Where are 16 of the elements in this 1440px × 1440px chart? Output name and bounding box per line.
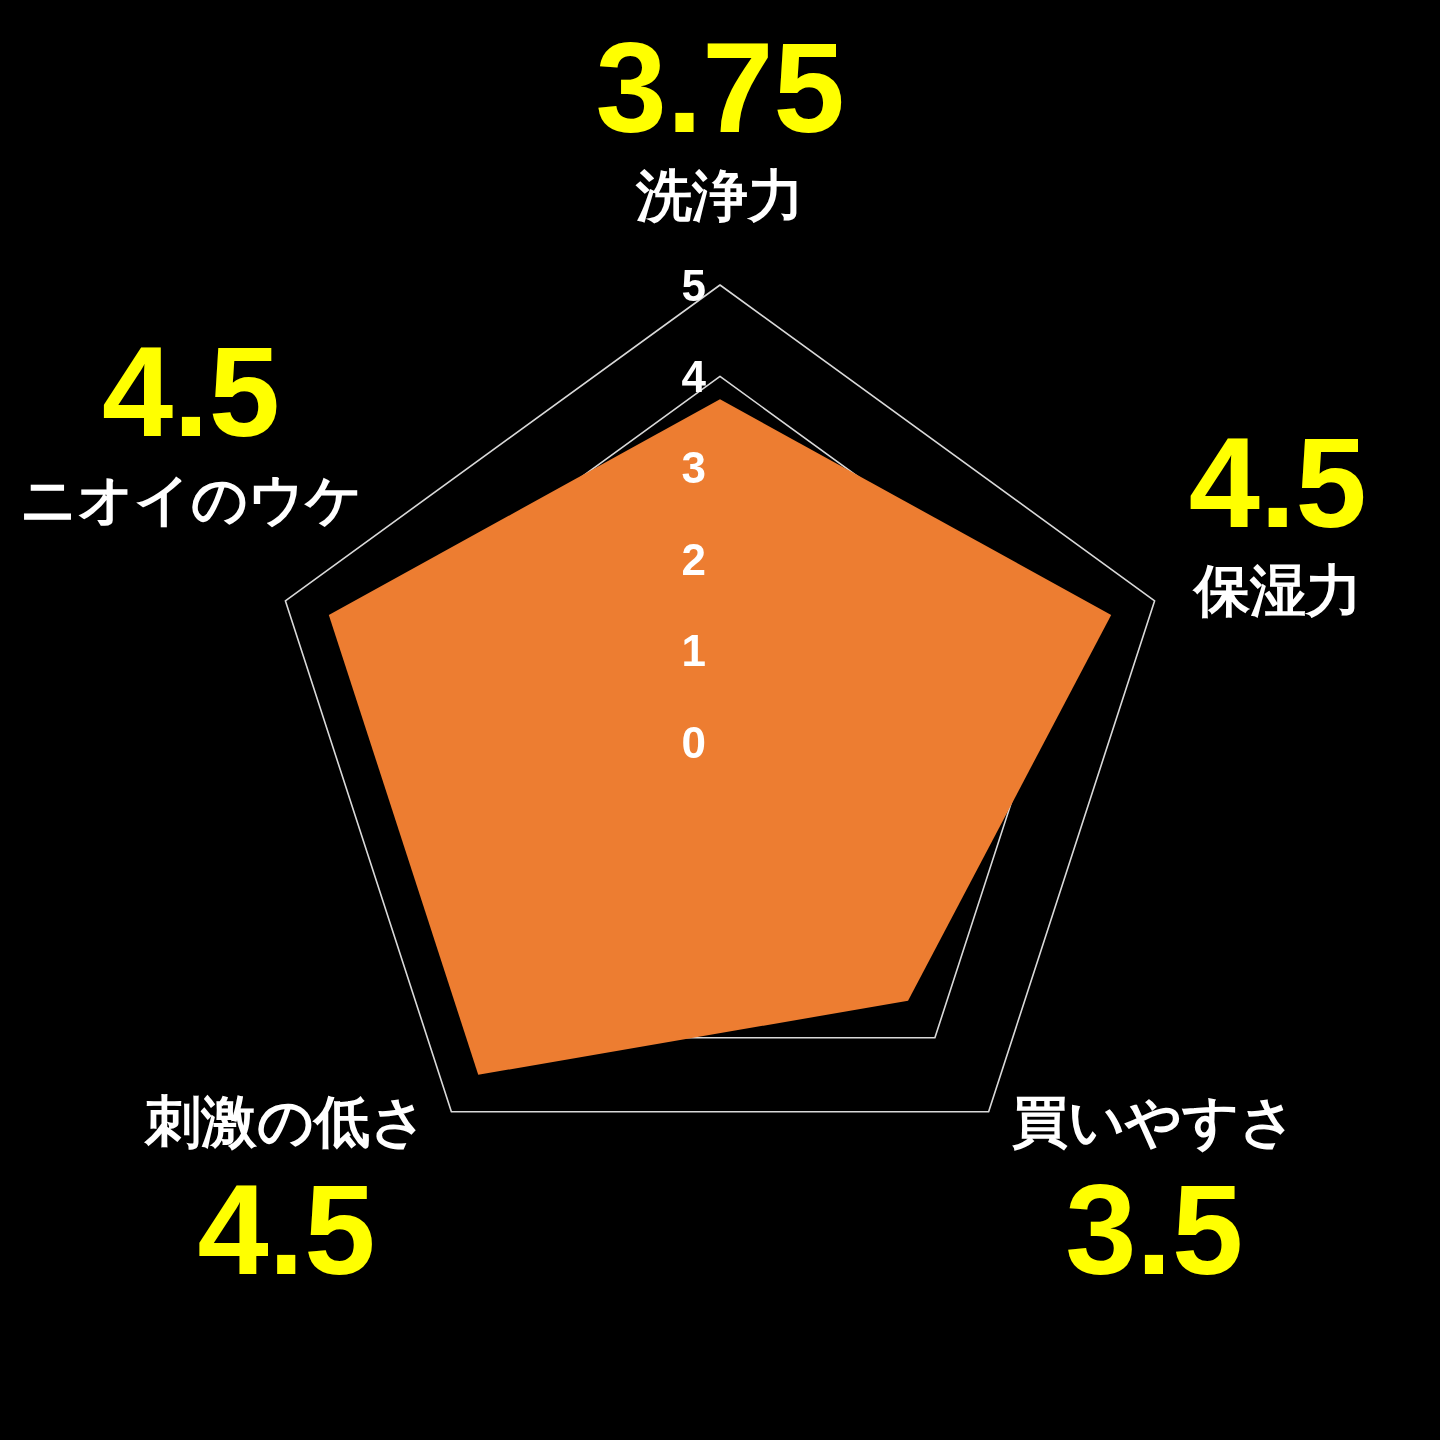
data-label: 4.5	[102, 319, 280, 463]
y-tick-label: 1	[681, 626, 706, 676]
spoke-label: ニオイのウケ	[20, 467, 362, 531]
spoke-label: 刺激の低さ	[144, 1090, 428, 1154]
data-label: 4.5	[1188, 411, 1367, 555]
spoke-label: 保湿力	[1191, 559, 1362, 623]
y-tick-label: 4	[681, 351, 707, 401]
data-label: 3.5	[1065, 1158, 1244, 1302]
y-tick-label: 0	[681, 717, 706, 767]
spoke-label: 洗浄力	[635, 163, 804, 227]
data-label: 3.75	[595, 15, 845, 159]
y-tick-label: 5	[681, 260, 706, 310]
spoke-label: 買いやすさ	[1012, 1090, 1297, 1154]
y-tick-label: 3	[681, 443, 706, 493]
y-tick-label: 2	[681, 534, 706, 584]
data-label: 4.5	[197, 1158, 376, 1302]
